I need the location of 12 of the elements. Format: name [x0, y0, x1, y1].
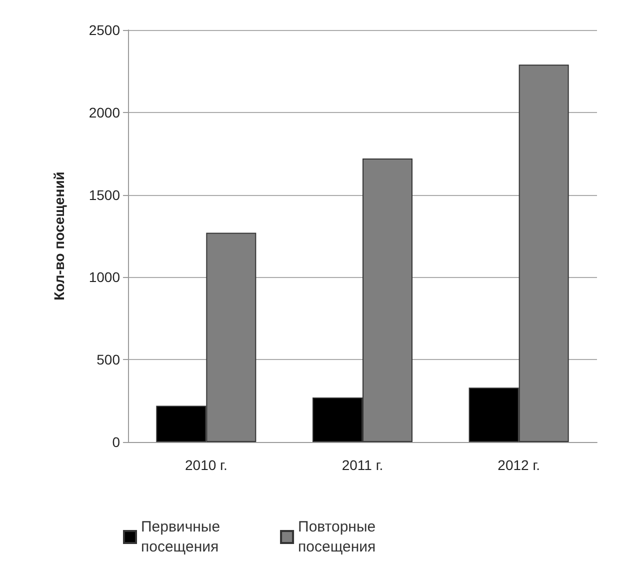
legend-label: Повторные посещения — [298, 518, 376, 556]
legend-label: Первичные посещения — [141, 518, 220, 556]
x-tick-label: 2012 г. — [498, 457, 540, 473]
y-tick-label: 2000 — [88, 104, 120, 120]
x-tick-label: 2011 г. — [342, 457, 384, 473]
y-tick-label: 0 — [112, 434, 120, 450]
y-tick-label: 500 — [96, 352, 120, 368]
y-axis-title: Кол-во посещений — [51, 172, 67, 300]
y-tick-label: 1500 — [88, 186, 120, 203]
x-tick-label: 2010 г. — [185, 457, 228, 473]
y-tick-label: 2500 — [88, 22, 120, 38]
y-tick-label: 1000 — [88, 269, 120, 286]
